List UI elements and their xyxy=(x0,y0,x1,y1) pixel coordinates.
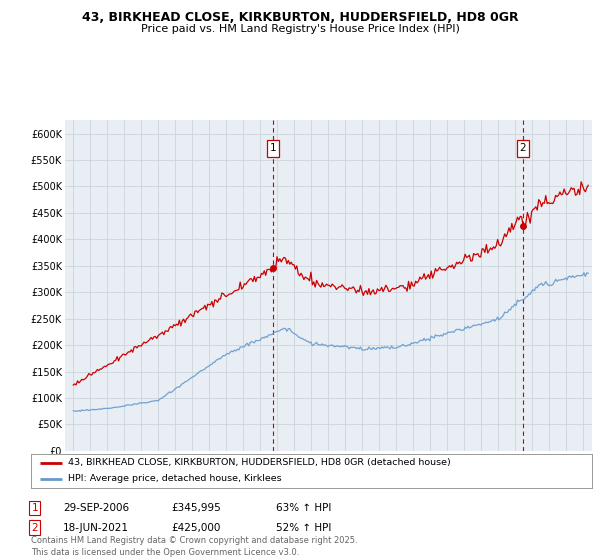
Text: £425,000: £425,000 xyxy=(171,522,220,533)
Text: Contains HM Land Registry data © Crown copyright and database right 2025.
This d: Contains HM Land Registry data © Crown c… xyxy=(31,536,358,557)
Text: 29-SEP-2006: 29-SEP-2006 xyxy=(63,503,129,513)
Text: Price paid vs. HM Land Registry's House Price Index (HPI): Price paid vs. HM Land Registry's House … xyxy=(140,24,460,34)
Text: HPI: Average price, detached house, Kirklees: HPI: Average price, detached house, Kirk… xyxy=(68,474,281,483)
Text: 18-JUN-2021: 18-JUN-2021 xyxy=(63,522,129,533)
Text: 1: 1 xyxy=(31,503,38,513)
Text: 43, BIRKHEAD CLOSE, KIRKBURTON, HUDDERSFIELD, HD8 0GR (detached house): 43, BIRKHEAD CLOSE, KIRKBURTON, HUDDERSF… xyxy=(68,459,451,468)
Text: 1: 1 xyxy=(269,143,276,153)
Text: 2: 2 xyxy=(31,522,38,533)
Text: 52% ↑ HPI: 52% ↑ HPI xyxy=(276,522,331,533)
Text: 43, BIRKHEAD CLOSE, KIRKBURTON, HUDDERSFIELD, HD8 0GR: 43, BIRKHEAD CLOSE, KIRKBURTON, HUDDERSF… xyxy=(82,11,518,24)
Text: £345,995: £345,995 xyxy=(171,503,221,513)
Text: 63% ↑ HPI: 63% ↑ HPI xyxy=(276,503,331,513)
Text: 2: 2 xyxy=(520,143,526,153)
